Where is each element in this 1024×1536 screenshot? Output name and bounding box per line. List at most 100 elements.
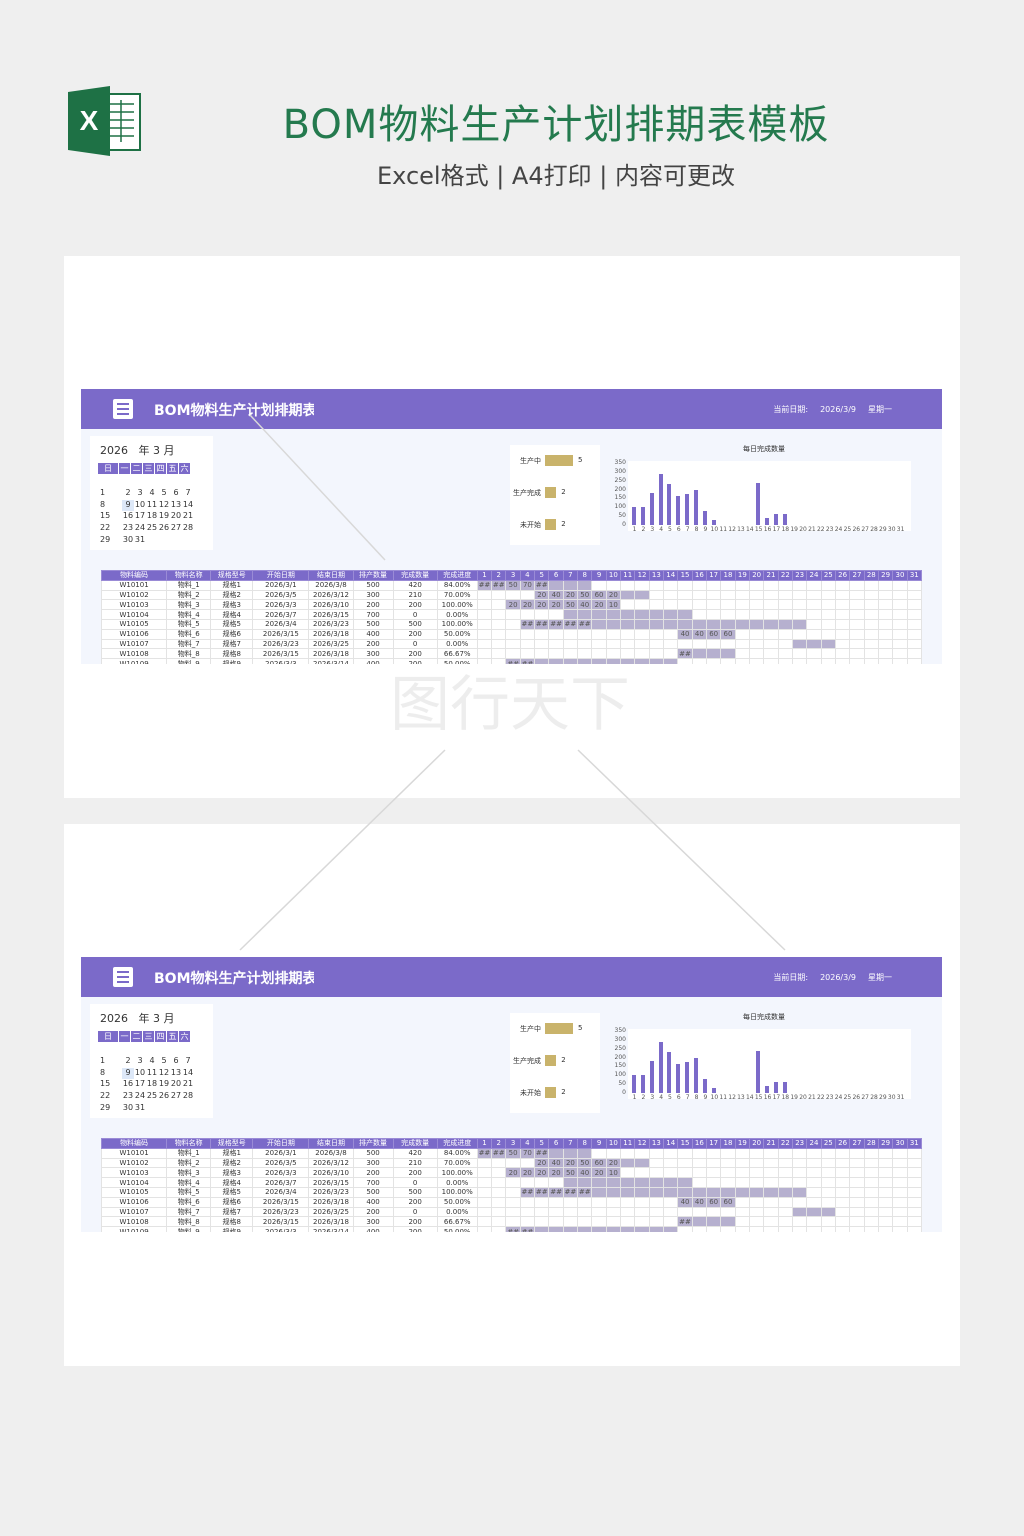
gantt-cell[interactable] [734, 1206, 751, 1218]
table-cell[interactable]: W10106 [100, 1196, 168, 1208]
calendar-day[interactable]: 25 [146, 523, 158, 533]
gantt-cell[interactable] [476, 1157, 493, 1169]
gantt-cell[interactable] [834, 1157, 851, 1169]
table-cell[interactable]: 100.00% [436, 1167, 478, 1179]
gantt-cell[interactable] [763, 1177, 779, 1188]
gantt-cell[interactable]: 10 [605, 599, 622, 611]
gantt-cell[interactable] [877, 609, 894, 620]
gantt-cell[interactable] [562, 638, 579, 650]
gantt-cell[interactable] [763, 1206, 779, 1218]
gantt-cell[interactable]: 50 [505, 1147, 521, 1159]
gantt-cell[interactable] [706, 1186, 722, 1198]
gantt-cell[interactable] [849, 618, 865, 630]
gantt-cell[interactable] [720, 579, 736, 591]
gantt-cell[interactable] [892, 1206, 908, 1218]
table-cell[interactable]: W10109 [100, 658, 168, 664]
gantt-cell[interactable] [706, 1226, 722, 1232]
gantt-cell[interactable] [906, 648, 923, 660]
table-cell[interactable]: 400 [352, 1226, 394, 1232]
gantt-cell[interactable]: ## [534, 618, 550, 630]
gantt-cell[interactable] [562, 628, 579, 640]
calendar-day[interactable]: 15 [100, 1079, 111, 1089]
gantt-cell[interactable] [748, 1216, 765, 1228]
gantt-cell[interactable] [677, 599, 693, 611]
gantt-cell[interactable] [834, 599, 851, 611]
gantt-cell[interactable] [605, 1206, 622, 1218]
gantt-cell[interactable] [806, 579, 822, 591]
gantt-cell[interactable] [763, 628, 779, 640]
gantt-cell[interactable] [849, 1177, 865, 1188]
gantt-cell[interactable] [806, 1216, 822, 1228]
gantt-cell[interactable]: ## [534, 579, 550, 591]
calendar-day[interactable]: 9 [122, 499, 134, 512]
gantt-cell[interactable] [519, 609, 536, 620]
gantt-cell[interactable] [534, 638, 550, 650]
gantt-cell[interactable] [763, 658, 779, 664]
gantt-cell[interactable] [834, 1147, 851, 1159]
gantt-cell[interactable]: 20 [562, 1157, 579, 1169]
table-cell[interactable]: 规格2 [210, 1157, 254, 1169]
gantt-cell[interactable] [663, 658, 679, 664]
gantt-cell[interactable] [748, 658, 765, 664]
gantt-cell[interactable] [562, 609, 579, 620]
gantt-cell[interactable] [663, 1196, 679, 1208]
gantt-cell[interactable] [834, 1196, 851, 1208]
gantt-cell[interactable] [648, 618, 665, 630]
gantt-cell[interactable] [663, 589, 679, 601]
gantt-cell[interactable] [476, 1177, 493, 1188]
gantt-cell[interactable]: 60 [720, 1196, 736, 1208]
gantt-cell[interactable] [505, 1186, 521, 1198]
calendar-day[interactable]: 13 [170, 499, 182, 509]
gantt-cell[interactable] [834, 1206, 851, 1218]
gantt-cell[interactable] [777, 1226, 793, 1232]
gantt-cell[interactable] [763, 638, 779, 650]
gantt-cell[interactable] [834, 1186, 851, 1198]
gantt-cell[interactable] [834, 638, 851, 650]
table-cell[interactable]: 2026/3/5 [252, 1157, 310, 1169]
gantt-cell[interactable] [691, 648, 708, 660]
gantt-cell[interactable] [519, 589, 536, 601]
gantt-cell[interactable] [605, 1216, 622, 1228]
gantt-cell[interactable] [663, 1177, 679, 1188]
table-cell[interactable]: 300 [352, 1157, 394, 1169]
table-cell[interactable]: 物料_5 [166, 1186, 212, 1198]
gantt-cell[interactable] [892, 628, 908, 640]
gantt-cell[interactable] [706, 1216, 722, 1228]
gantt-cell[interactable] [863, 599, 879, 611]
calendar-day[interactable]: 9 [122, 1067, 134, 1080]
calendar-day[interactable]: 18 [146, 1079, 158, 1089]
gantt-cell[interactable] [491, 609, 507, 620]
gantt-cell[interactable] [734, 618, 751, 630]
gantt-cell[interactable] [820, 1196, 836, 1208]
gantt-cell[interactable] [591, 638, 607, 650]
calendar-day[interactable]: 24 [134, 1091, 146, 1101]
calendar-day[interactable]: 18 [146, 511, 158, 521]
calendar-day[interactable]: 10 [134, 499, 146, 509]
gantt-cell[interactable] [748, 628, 765, 640]
gantt-cell[interactable] [706, 579, 722, 591]
gantt-cell[interactable] [892, 1196, 908, 1208]
gantt-cell[interactable] [777, 1206, 793, 1218]
table-cell[interactable]: 2026/3/18 [308, 1196, 354, 1208]
table-cell[interactable]: 300 [352, 1216, 394, 1228]
gantt-cell[interactable] [849, 1206, 865, 1218]
gantt-cell[interactable]: 40 [677, 628, 693, 640]
gantt-cell[interactable] [791, 1157, 808, 1169]
gantt-cell[interactable] [491, 618, 507, 630]
gantt-cell[interactable] [605, 1196, 622, 1208]
table-cell[interactable]: W10105 [100, 1186, 168, 1198]
calendar-day[interactable]: 14 [182, 1067, 194, 1077]
gantt-cell[interactable] [591, 1206, 607, 1218]
gantt-cell[interactable] [777, 1177, 793, 1188]
gantt-cell[interactable] [906, 1196, 923, 1208]
gantt-cell[interactable] [577, 1177, 593, 1188]
gantt-cell[interactable] [591, 1177, 607, 1188]
table-cell[interactable]: 2026/3/23 [252, 1206, 310, 1218]
gantt-cell[interactable] [548, 579, 564, 591]
table-cell[interactable]: 规格9 [210, 1226, 254, 1232]
gantt-cell[interactable] [663, 1226, 679, 1232]
table-cell[interactable]: 300 [352, 648, 394, 660]
table-cell[interactable]: W10101 [100, 579, 168, 591]
table-cell[interactable]: 2026/3/10 [308, 599, 354, 611]
table-cell[interactable]: 规格4 [210, 1177, 254, 1188]
